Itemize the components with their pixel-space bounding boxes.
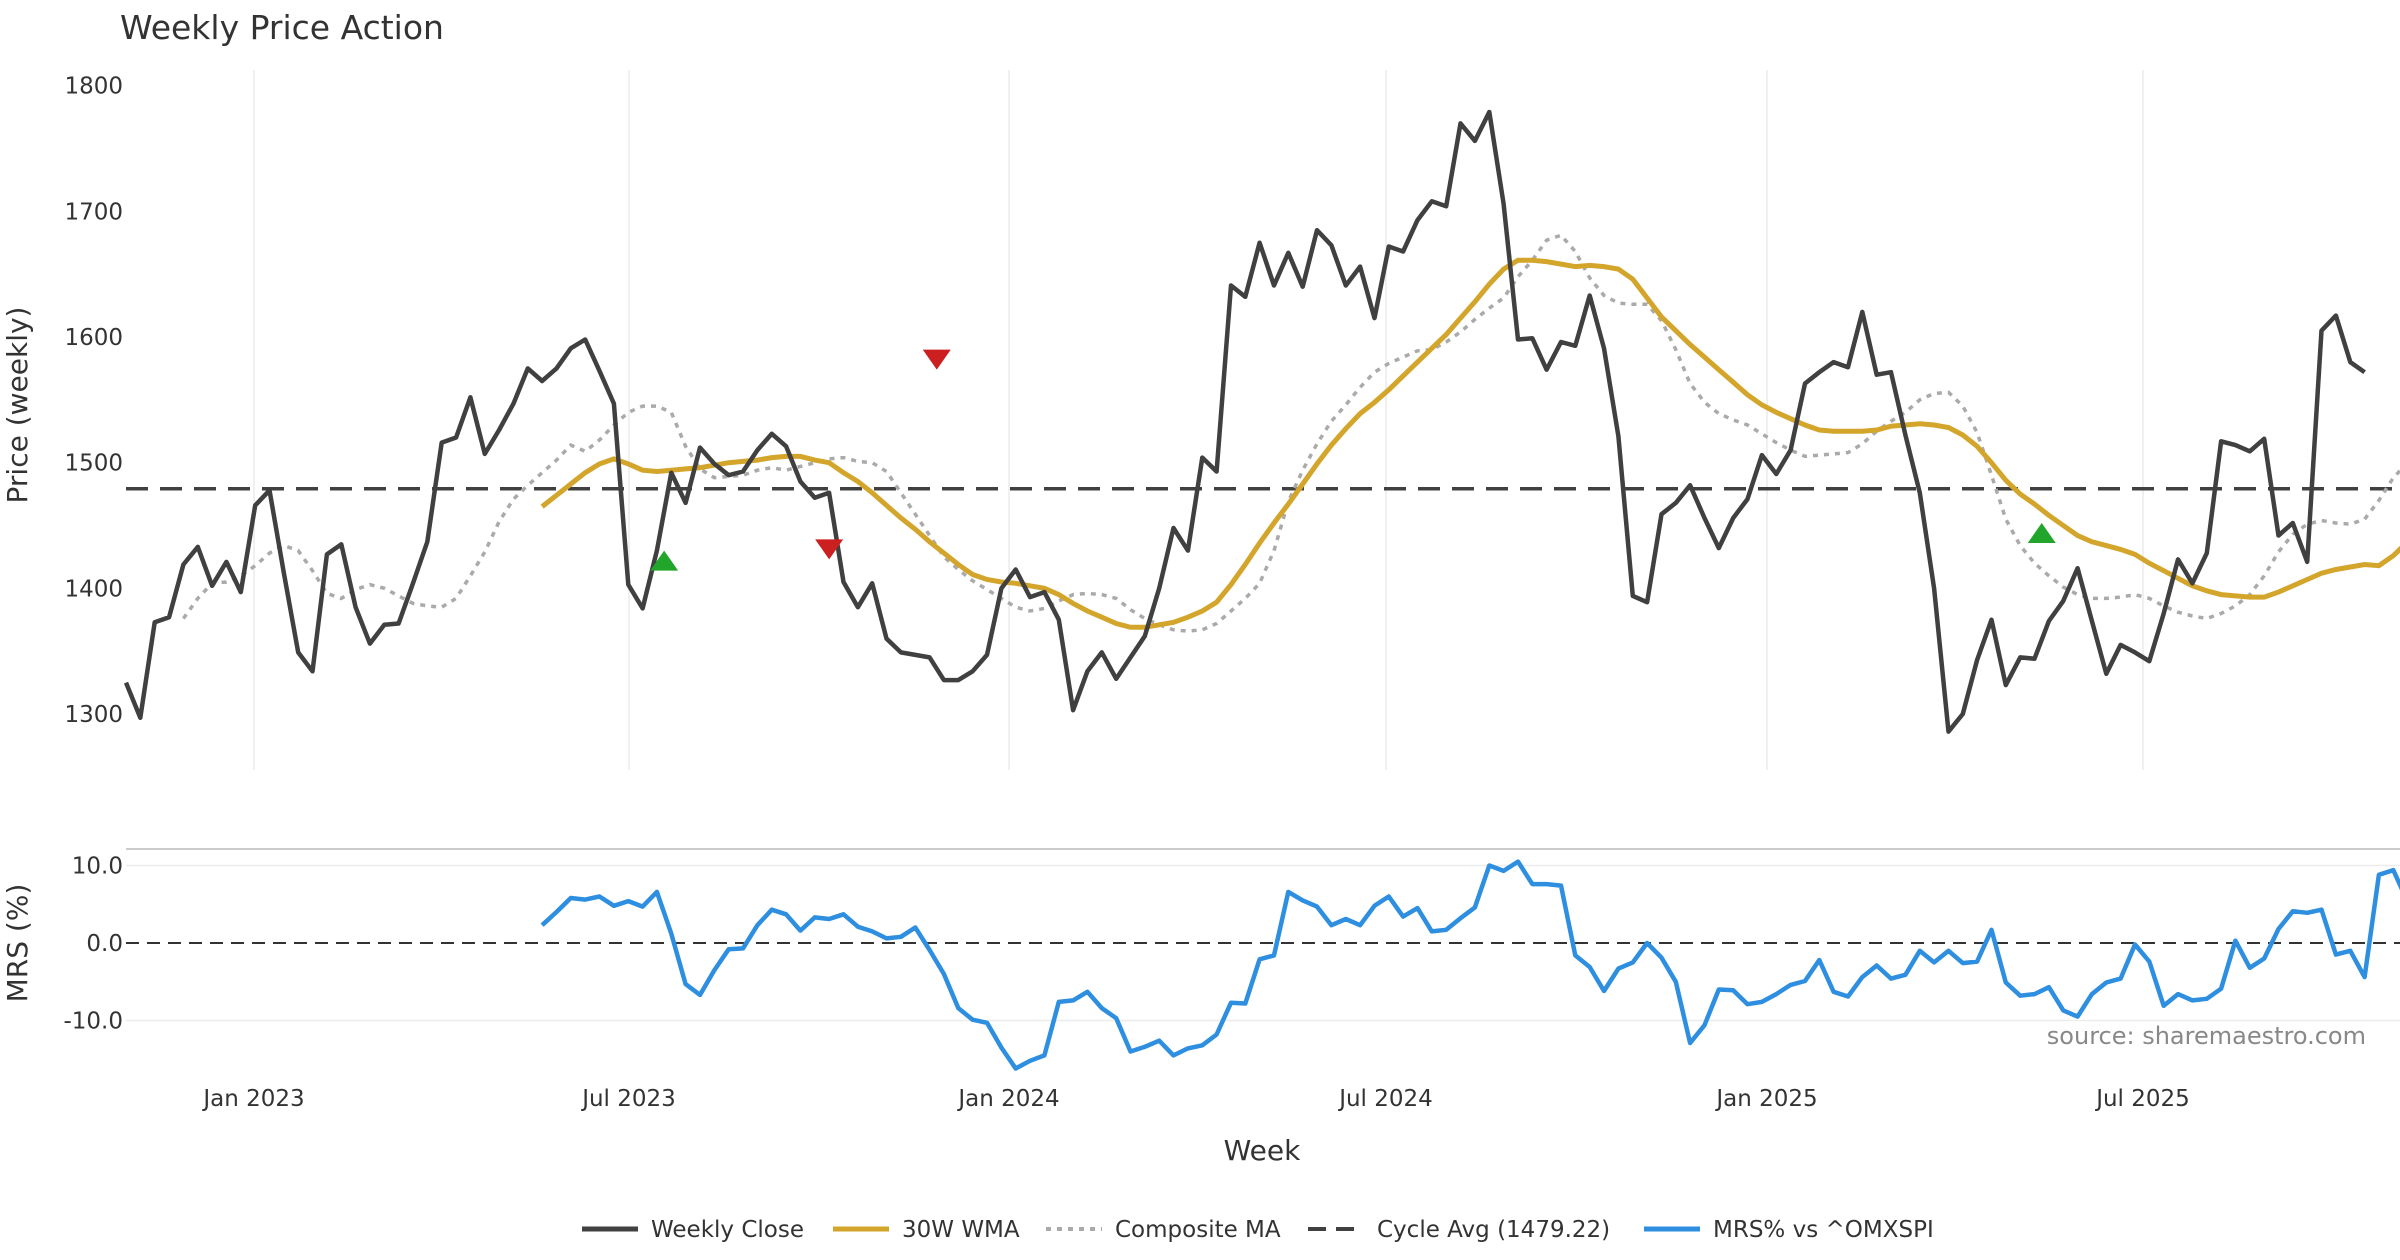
lower-y-ticks: 10.0 0.0 -10.0 <box>63 854 123 1035</box>
lower-gridlines <box>126 864 2400 1022</box>
mrs-line <box>540 859 2400 1071</box>
y2-tick-label: 0.0 <box>86 931 123 957</box>
legend-label: MRS% vs ^OMXSPI <box>1713 1217 1934 1243</box>
y2-tick-label: 10.0 <box>72 854 123 880</box>
y-tick-label: 1600 <box>64 325 123 351</box>
sell-signal-marker <box>922 349 951 370</box>
x-axis-label: Week <box>1224 1134 1301 1167</box>
wma-30w-line <box>540 257 2400 630</box>
buy-signal-marker <box>2027 523 2056 544</box>
y2-axis-label: MRS (%) <box>1 884 34 1003</box>
y-axis-label: Price (weekly) <box>1 307 34 504</box>
y-tick-label: 1500 <box>64 451 123 477</box>
y2-tick-label: -10.0 <box>63 1009 123 1035</box>
x-tick-label: Jul 2023 <box>580 1086 676 1112</box>
weekly-close-line <box>123 109 2366 734</box>
legend-label: Composite MA <box>1115 1217 1281 1243</box>
legend-label: Weekly Close <box>651 1217 804 1243</box>
y-tick-label: 1800 <box>64 74 123 100</box>
y-tick-label: 1300 <box>64 702 123 728</box>
x-tick-label: Jul 2025 <box>2094 1086 2190 1112</box>
y-tick-label: 1400 <box>64 576 123 602</box>
legend-label: Cycle Avg (1479.22) <box>1377 1217 1610 1243</box>
chart-title: Weekly Price Action <box>120 8 444 47</box>
x-tick-label: Jan 2024 <box>956 1086 1059 1112</box>
x-tick-label: Jul 2024 <box>1337 1086 1433 1112</box>
upper-gridlines <box>253 70 2144 770</box>
legend: Weekly Close 30W WMA Composite MA Cycle Avg… <box>582 1217 1934 1243</box>
buy-signal-marker <box>650 550 679 571</box>
legend-label: 30W WMA <box>902 1217 1020 1243</box>
source-note: source: sharemaestro.com <box>2047 1022 2366 1050</box>
x-ticks: Jan 2023 Jul 2023 Jan 2024 Jul 2024 Jan 2025… <box>201 1086 2189 1112</box>
upper-y-ticks: 1300 1400 1500 1600 1700 1800 <box>64 74 123 728</box>
x-tick-label: Jan 2023 <box>201 1086 304 1112</box>
x-tick-label: Jan 2025 <box>1714 1086 1817 1112</box>
composite-ma-line <box>181 233 2400 633</box>
y-tick-label: 1700 <box>64 199 123 225</box>
signal-markers <box>650 349 2056 571</box>
sell-signal-marker <box>815 539 844 560</box>
